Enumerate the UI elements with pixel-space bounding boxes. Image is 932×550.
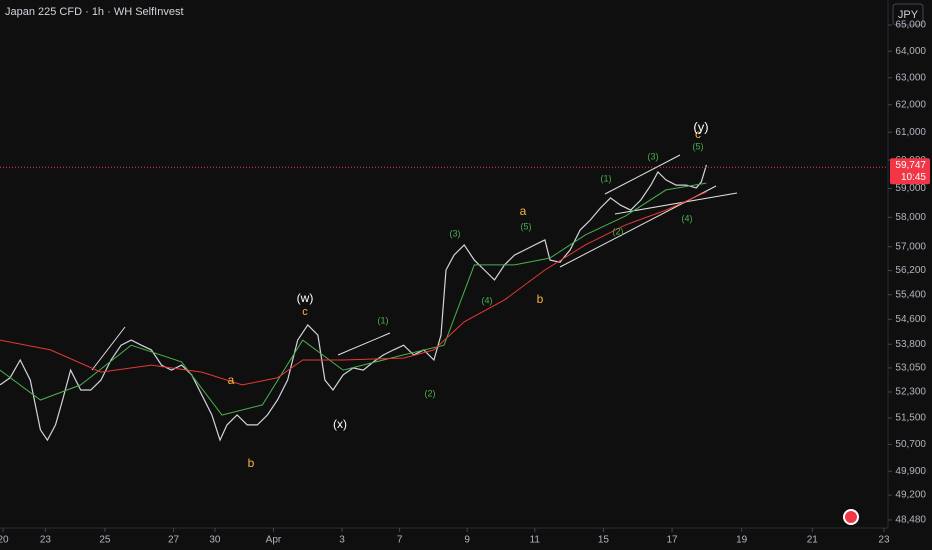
y-tick-label: 54,600: [895, 314, 926, 325]
x-tick-label: 21: [807, 535, 819, 546]
wave-label: (w): [297, 291, 314, 305]
currency-label[interactable]: JPY: [898, 9, 919, 21]
y-tick-label: 63,000: [895, 72, 926, 83]
y-tick-label: 53,050: [895, 363, 926, 374]
wave-label: (3): [648, 151, 659, 161]
x-tick-label: 23: [40, 535, 52, 546]
y-tick-label: 55,400: [895, 289, 926, 300]
x-tick-label: 23: [878, 535, 890, 546]
trendline: [91, 326, 126, 371]
wave-label: c: [302, 306, 308, 318]
y-tick-label: 48,480: [895, 515, 926, 526]
y-tick-label: 59,000: [895, 183, 926, 194]
wave-label: b: [537, 292, 544, 306]
wave-label: a: [520, 204, 527, 218]
x-tick-label: 9: [464, 535, 470, 546]
y-tick-label: 62,000: [895, 99, 926, 110]
y-tick-label: 64,000: [895, 46, 926, 57]
wave-label: (y): [693, 119, 708, 134]
wave-label: a: [228, 373, 235, 387]
y-tick-label: 53,800: [895, 339, 926, 350]
y-tick-label: 65,000: [895, 20, 926, 31]
trendline: [337, 332, 391, 356]
currency-button[interactable]: [892, 3, 924, 26]
price-line: [0, 164, 707, 442]
price-line: [0, 191, 707, 386]
trendline: [604, 154, 681, 195]
y-tick-label: 56,200: [895, 265, 926, 276]
wave-label: (3): [450, 228, 461, 238]
y-tick-label: 57,000: [895, 241, 926, 252]
last-price-label: 59,747: [895, 160, 926, 171]
x-tick-label: 25: [99, 535, 111, 546]
y-tick-label: 51,500: [895, 413, 926, 424]
x-tick-label: 3: [339, 535, 345, 546]
x-tick-label: 30: [209, 535, 221, 546]
wave-label: (4): [482, 295, 493, 305]
x-tick-label: 27: [168, 535, 180, 546]
x-tick-label: 15: [598, 535, 610, 546]
wave-label: (x): [333, 417, 347, 431]
x-tick-label: 19: [736, 535, 748, 546]
wave-label: (2): [425, 388, 436, 398]
wave-label: (5): [693, 141, 704, 151]
wave-label: (1): [601, 173, 612, 183]
last-price-time: 10:45: [901, 172, 926, 183]
wave-label: (4): [682, 213, 693, 223]
y-tick-label: 61,000: [895, 127, 926, 138]
last-price-tag: [890, 158, 930, 185]
x-tick-label: 11: [530, 535, 541, 546]
wave-label: (5): [521, 221, 532, 231]
chart-title: Japan 225 CFD · 1h · WH SelfInvest: [5, 6, 184, 18]
y-tick-label: 49,900: [895, 466, 926, 477]
y-tick-label: 52,300: [895, 387, 926, 398]
price-line: [0, 182, 707, 416]
y-tick-label: 50,700: [895, 439, 926, 450]
wave-label: c: [695, 127, 701, 141]
x-tick-label: 17: [666, 535, 678, 546]
wave-label: (1): [378, 315, 389, 325]
trendline: [614, 192, 738, 215]
wave-label: (2): [613, 226, 624, 236]
x-tick-label: Apr: [266, 535, 282, 546]
x-tick-label: 20: [0, 535, 9, 546]
x-tick-label: 7: [397, 535, 403, 546]
y-tick-label: 49,200: [895, 490, 926, 501]
wave-label: b: [248, 456, 255, 470]
alert-icon[interactable]: [843, 509, 859, 525]
y-tick-label: 58,000: [895, 212, 926, 223]
